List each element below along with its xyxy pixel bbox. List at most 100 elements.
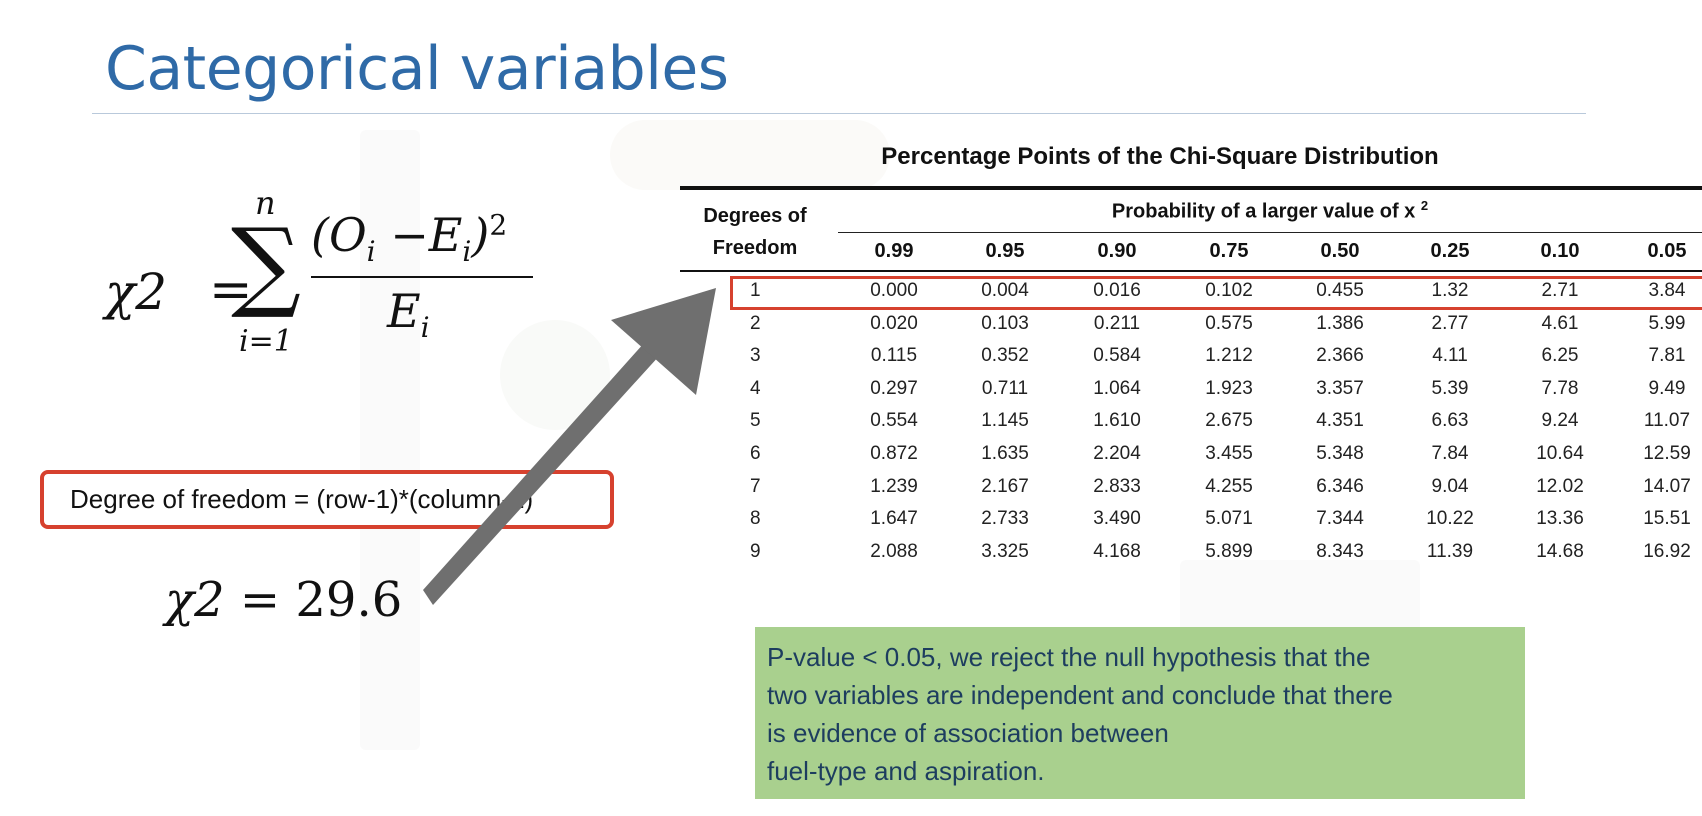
row-degrees-of-freedom: 5 (750, 410, 761, 432)
table-cell: 1.32 (1431, 280, 1469, 301)
row-degrees-of-freedom: 1 (750, 280, 761, 301)
table-cell: 15.51 (1643, 508, 1691, 530)
table-cell: 9.49 (1648, 377, 1686, 399)
table-cell: 6.63 (1431, 410, 1469, 432)
table-cell: 0.115 (870, 345, 918, 367)
fraction-bar (311, 276, 533, 278)
table-cell: 5.071 (1205, 508, 1253, 530)
table-cell: 7.78 (1541, 377, 1579, 399)
table-cell: 11.07 (1643, 410, 1691, 432)
table-cell: 2.77 (1431, 312, 1469, 334)
degree-of-freedom-box: Degree of freedom = (row-1)*(column-1) (40, 470, 614, 529)
table-cell: 1.610 (1093, 410, 1141, 432)
table-cell: 4.61 (1541, 312, 1579, 334)
table-cell: 10.22 (1426, 508, 1474, 530)
sum-lower-limit: i=1 (239, 324, 293, 359)
table-cell: 1.064 (1093, 377, 1141, 399)
table-cell: 11.39 (1426, 540, 1474, 562)
slide-title: Categorical variables (105, 34, 729, 104)
highlighted-row-frame (730, 276, 1702, 310)
probability-header: Probability of a larger value of x 2 (1111, 198, 1429, 223)
table-title: Percentage Points of the Chi-Square Dist… (881, 143, 1439, 170)
formula-lhs: χ2 (105, 263, 168, 321)
row-degrees-of-freedom: 3 (750, 345, 761, 367)
table-header-rule (680, 270, 1702, 272)
row-degrees-of-freedom: 2 (750, 312, 761, 334)
table-cell: 9.04 (1431, 475, 1469, 497)
table-cell: 6.346 (1316, 475, 1364, 497)
table-cell: 0.455 (1316, 280, 1364, 301)
table-cell: 3.490 (1093, 508, 1141, 530)
table-cell: 5.899 (1205, 540, 1253, 562)
column-header: 0.75 (1209, 240, 1249, 262)
table-cell: 5.99 (1648, 312, 1686, 334)
table-cell: 4.168 (1093, 540, 1141, 562)
table-cell: 0.352 (981, 345, 1029, 367)
table-cell: 2.088 (870, 540, 918, 562)
table-cell: 10.64 (1536, 443, 1584, 464)
table-cell: 0.103 (981, 312, 1029, 334)
table-cell: 0.102 (1205, 280, 1253, 301)
formula-denominator: Ei (387, 284, 430, 345)
table-cell: 7.81 (1648, 345, 1686, 367)
table-cell: 2.675 (1205, 410, 1253, 432)
sum-upper-limit: n (255, 184, 276, 222)
table-cell: 16.92 (1643, 540, 1691, 562)
table-cell: 7.84 (1431, 443, 1469, 464)
table-cell: 0.016 (1093, 280, 1141, 301)
table-cell: 1.386 (1316, 312, 1364, 334)
table-cell: 2.733 (981, 508, 1029, 530)
watermark-shape (610, 120, 890, 190)
table-cell: 2.167 (981, 475, 1029, 497)
table-cell: 2.204 (1093, 443, 1141, 464)
table-cell: 0.020 (870, 312, 918, 334)
table-cell: 0.554 (870, 410, 918, 432)
table-cell: 5.348 (1316, 443, 1364, 464)
table-cell: 0.711 (981, 377, 1029, 399)
column-header: 0.25 (1430, 240, 1470, 262)
row-degrees-of-freedom: 9 (750, 540, 761, 562)
row-degrees-of-freedom: 4 (750, 377, 761, 399)
table-cell: 12.02 (1536, 475, 1584, 497)
table-cell: 1.647 (870, 508, 918, 530)
conclusion-line: P-value < 0.05, we reject the null hypot… (767, 642, 1371, 672)
row-degrees-of-freedom: 6 (750, 443, 761, 464)
table-cell: 7.344 (1316, 508, 1364, 530)
column-header: 0.95 (985, 240, 1025, 262)
table-cell: 3.84 (1648, 280, 1686, 301)
table-cell: 3.325 (981, 540, 1029, 562)
chi-square-formula: χ2 = n ∑ i=1 (Oi −Ei)2 Ei (105, 180, 545, 370)
row-degrees-of-freedom: 8 (750, 508, 761, 530)
column-header: 0.99 (874, 240, 914, 262)
table-cell: 0.211 (1093, 312, 1141, 334)
table-cell: 2.366 (1316, 345, 1364, 367)
table-cell: 9.24 (1541, 410, 1579, 432)
table-cell: 0.004 (981, 280, 1029, 301)
chi-square-result: χ2 = 29.6 (165, 572, 403, 628)
table-cell: 2.71 (1541, 280, 1579, 301)
table-cell: 1.212 (1205, 345, 1253, 367)
table-cell: 1.145 (981, 410, 1029, 432)
table-cell: 0.575 (1205, 312, 1253, 334)
conclusion-line: is evidence of association between (767, 718, 1169, 748)
table-cell: 0.872 (870, 443, 918, 464)
table-cell: 14.07 (1643, 475, 1691, 497)
arrow-head (611, 288, 716, 395)
sum-symbol: ∑ (231, 208, 301, 322)
column-header: 0.50 (1320, 240, 1360, 262)
table-top-rule (680, 186, 1702, 190)
conclusion-box: P-value < 0.05, we reject the null hypot… (755, 627, 1525, 799)
table-cell: 6.25 (1541, 345, 1579, 367)
degrees-of-freedom-header: Degrees of Freedom (703, 205, 807, 259)
table-cell: 1.923 (1205, 377, 1253, 399)
table-cell: 2.833 (1093, 475, 1141, 497)
table-cell: 5.39 (1431, 377, 1469, 399)
formula-equals: = (209, 260, 253, 320)
table-cell: 8.343 (1316, 540, 1364, 562)
table-cell: 3.357 (1316, 377, 1364, 399)
table-cell: 0.584 (1093, 345, 1141, 367)
column-header: 0.05 (1647, 240, 1687, 262)
table-cell: 4.255 (1205, 475, 1253, 497)
table-cell: 4.11 (1432, 345, 1468, 367)
table-cell: 12.59 (1643, 443, 1691, 464)
